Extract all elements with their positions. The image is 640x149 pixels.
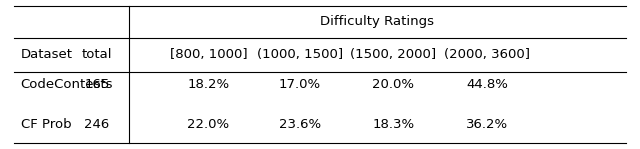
Text: CF Prob: CF Prob	[20, 118, 71, 131]
Text: 23.6%: 23.6%	[278, 118, 321, 131]
Text: 17.0%: 17.0%	[278, 78, 321, 91]
Text: (2000, 3600]: (2000, 3600]	[444, 48, 530, 61]
Text: total: total	[82, 48, 112, 61]
Text: 22.0%: 22.0%	[188, 118, 230, 131]
Text: 20.0%: 20.0%	[372, 78, 414, 91]
Text: 165: 165	[84, 78, 109, 91]
Text: 44.8%: 44.8%	[466, 78, 508, 91]
Text: CodeContests: CodeContests	[20, 78, 113, 91]
Text: 36.2%: 36.2%	[466, 118, 508, 131]
Text: 18.3%: 18.3%	[372, 118, 414, 131]
Text: 246: 246	[84, 118, 109, 131]
Text: (1500, 2000]: (1500, 2000]	[350, 48, 436, 61]
Text: Difficulty Ratings: Difficulty Ratings	[321, 15, 435, 28]
Text: (1000, 1500]: (1000, 1500]	[257, 48, 342, 61]
Text: 18.2%: 18.2%	[188, 78, 230, 91]
Text: [800, 1000]: [800, 1000]	[170, 48, 247, 61]
Text: Dataset: Dataset	[20, 48, 72, 61]
